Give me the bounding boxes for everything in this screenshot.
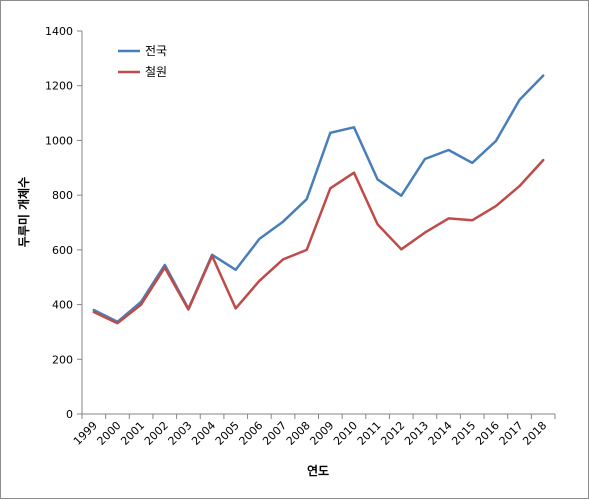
x-tick-label: 2002	[142, 419, 171, 448]
y-tick-label: 1400	[45, 25, 73, 38]
y-tick-label: 600	[52, 244, 73, 257]
x-tick-label: 2018	[520, 419, 549, 448]
x-tick-label: 2005	[213, 419, 242, 448]
y-axis-title: 두루미 개체수	[16, 177, 31, 247]
x-tick-label: 2001	[118, 419, 147, 448]
y-tick-label: 1200	[45, 80, 73, 93]
y-tick-label: 800	[52, 189, 73, 202]
x-tick-label: 2015	[449, 419, 478, 448]
y-tick-label: 1000	[45, 134, 73, 147]
x-tick-label: 2004	[189, 419, 218, 448]
x-tick-label: 1999	[71, 419, 100, 448]
series-lines	[92, 74, 545, 325]
x-tick-label: 2009	[307, 419, 336, 448]
x-axis-ticks: 1999200020012002200320042005200620072008…	[71, 414, 556, 448]
x-tick-label: 2006	[237, 419, 266, 448]
series-line-1	[92, 74, 545, 324]
y-tick-label: 400	[52, 299, 73, 312]
x-tick-label: 2016	[473, 419, 502, 448]
y-axis-ticks: 0 200 400 600 800 1000 1200 1400	[45, 25, 82, 421]
x-tick-label: 2003	[166, 419, 195, 448]
x-tick-label: 2007	[260, 419, 289, 448]
x-axis-title: 연도	[307, 463, 329, 478]
y-tick-label: 0	[66, 408, 73, 421]
legend-label: 철원	[145, 65, 167, 79]
x-tick-label: 2000	[95, 419, 124, 448]
x-tick-label: 2011	[355, 419, 384, 448]
x-tick-label: 2014	[426, 419, 455, 448]
x-tick-label: 2017	[497, 419, 526, 448]
y-tick-label: 200	[52, 353, 73, 366]
x-tick-label: 2010	[331, 419, 360, 448]
x-tick-label: 2008	[284, 419, 313, 448]
series-line-2	[92, 158, 545, 325]
x-tick-label: 2012	[378, 419, 407, 448]
legend-label: 전국	[145, 44, 167, 58]
x-tick-label: 2013	[402, 419, 431, 448]
